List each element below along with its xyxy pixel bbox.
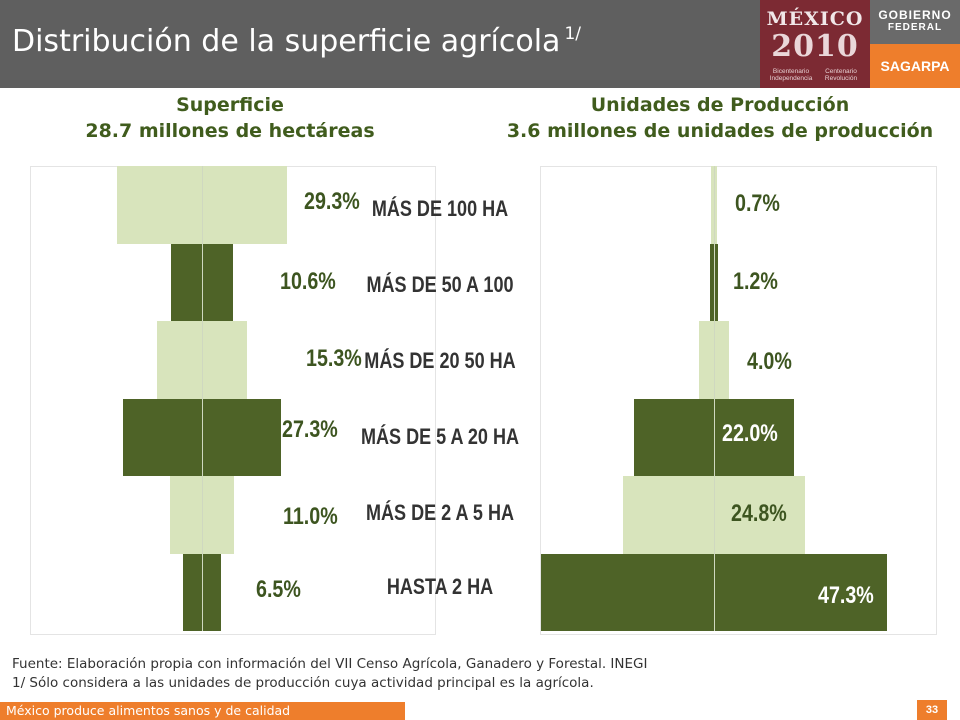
logo-year: 2010 xyxy=(771,29,859,64)
category-label: HASTA 2 HA xyxy=(386,574,494,599)
title-footnote-mark: 1/ xyxy=(564,24,581,44)
left-bar-3 xyxy=(122,398,282,476)
category-label: MÁS DE 20 50 HA xyxy=(364,348,516,373)
left-value-label: 6.5% xyxy=(256,576,301,603)
right-value-label: 47.3% xyxy=(818,582,874,609)
logo-sub-right: Centenario Revolución xyxy=(824,68,858,82)
page-number: 33 xyxy=(917,700,947,720)
source-note: Fuente: Elaboración propia con informaci… xyxy=(12,656,648,672)
category-label: MÁS DE 100 HA xyxy=(371,196,509,221)
left-bar-1 xyxy=(171,243,233,321)
left-value-label: 27.3% xyxy=(282,416,338,443)
slogan-text: México produce alimentos sanos y de cali… xyxy=(6,703,291,718)
right-chart-heading: Unidades de Producción 3.6 millones de u… xyxy=(480,92,960,144)
footer-notes: Fuente: Elaboración propia con informaci… xyxy=(12,655,647,693)
gobierno-line2: FEDERAL xyxy=(887,22,943,33)
right-bar-4 xyxy=(623,476,805,554)
right-value-label: 0.7% xyxy=(735,190,780,217)
left-chart-heading: Superficie 28.7 millones de hectáreas xyxy=(30,92,430,144)
left-value-label: 11.0% xyxy=(283,503,338,530)
gobierno-federal-logo: GOBIERNO FEDERAL xyxy=(870,0,960,44)
left-bar-4 xyxy=(169,476,234,554)
left-chart-title: Superficie xyxy=(176,94,284,116)
right-chart-subtitle: 3.6 millones de unidades de producción xyxy=(506,120,934,142)
right-chart-title: Unidades de Producción xyxy=(590,94,850,116)
page-title: Distribución de la superficie agrícola 1/ xyxy=(12,24,581,59)
left-bar-2 xyxy=(157,321,247,399)
left-center-axis xyxy=(202,166,203,631)
right-value-label: 1.2% xyxy=(733,268,778,295)
right-bar-3 xyxy=(633,398,795,476)
right-bar-5 xyxy=(541,553,887,631)
right-value-label: 24.8% xyxy=(731,500,787,527)
footnote: 1/ Sólo considera a las unidades de prod… xyxy=(12,675,594,691)
right-bar-0 xyxy=(711,166,717,244)
sagarpa-label: SAGARPA xyxy=(880,58,950,74)
logo-mexico-word: MÉXICO xyxy=(766,8,864,30)
logo-sub-left: Bicentenario Independencia xyxy=(769,68,813,82)
category-label: MÁS DE 5 A 20 HA xyxy=(360,424,520,449)
left-bar-5 xyxy=(183,553,221,631)
gobierno-line1: GOBIERNO xyxy=(878,8,952,22)
right-plot-frame xyxy=(540,166,937,635)
category-label: MÁS DE 50 A 100 xyxy=(366,272,514,297)
category-label: MÁS DE 2 A 5 HA xyxy=(365,500,515,525)
right-bar-2 xyxy=(699,321,729,399)
right-center-axis xyxy=(714,166,715,631)
left-value-label: 10.6% xyxy=(280,268,336,295)
header-bar: Distribución de la superficie agrícola 1/… xyxy=(0,0,960,88)
right-bar-1 xyxy=(709,243,719,321)
slogan-strip: México produce alimentos sanos y de cali… xyxy=(0,702,405,720)
left-value-label: 29.3% xyxy=(304,188,360,215)
sagarpa-logo: SAGARPA xyxy=(870,44,960,88)
left-bar-0 xyxy=(116,166,288,244)
right-value-label: 4.0% xyxy=(747,348,792,375)
mexico-2010-logo: MÉXICO 2010 Bicentenario Independencia C… xyxy=(760,0,870,88)
right-value-label: 22.0% xyxy=(722,420,778,447)
left-chart-subtitle: 28.7 millones de hectáreas xyxy=(85,120,375,142)
left-value-label: 15.3% xyxy=(306,345,362,372)
